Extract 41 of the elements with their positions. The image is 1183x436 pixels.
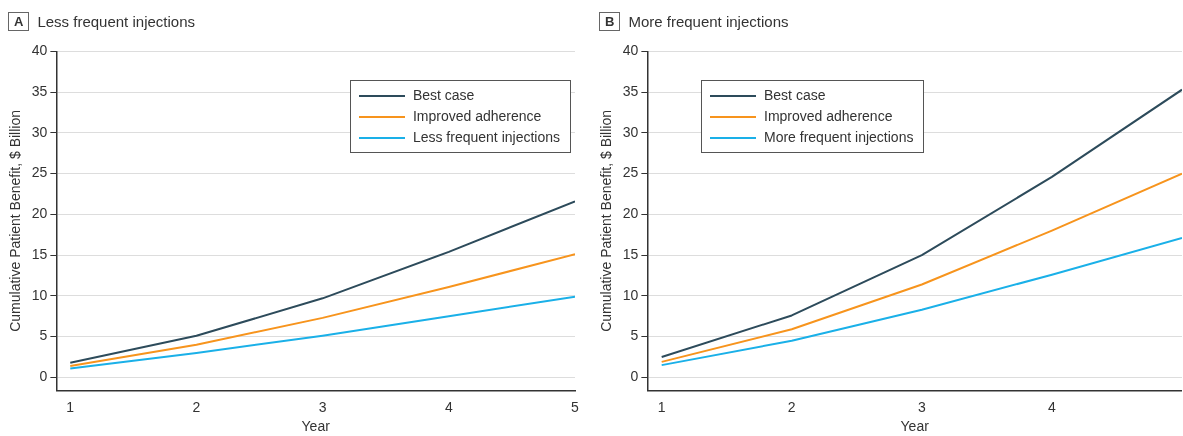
legend-label: Improved adherence	[412, 107, 542, 126]
legend-label: Best case	[764, 86, 826, 105]
y-tick-label: 40	[31, 42, 48, 59]
x-tick-label: 2	[787, 398, 796, 415]
y-tick-label: 35	[31, 83, 48, 99]
y-tick-label: 15	[31, 245, 48, 262]
y-tick-label: 25	[622, 164, 639, 181]
y-tick-label: 30	[31, 123, 48, 140]
chart-title: Less frequent injections	[37, 13, 195, 30]
y-tick-label: 20	[31, 205, 48, 222]
x-tick-label: 1	[66, 398, 75, 415]
y-tick-label: 35	[622, 83, 639, 99]
x-tick-label: 3	[917, 398, 926, 415]
x-tick-label: 5	[571, 398, 580, 415]
y-tick-label: 0	[630, 368, 639, 385]
y-tick-label: 25	[31, 164, 48, 181]
x-tick-label: 2	[192, 398, 201, 415]
y-tick-label: 30	[622, 123, 639, 140]
y-tick-label: 40	[622, 42, 639, 59]
x-axis-title: Year	[301, 418, 331, 435]
x-tick-label: 4	[444, 398, 453, 415]
chart-title: More frequent injections	[628, 13, 789, 30]
text: B	[599, 12, 621, 31]
legend-label: More frequent injections	[764, 128, 914, 147]
y-tick-label: 15	[622, 245, 639, 262]
text: A	[8, 12, 30, 31]
y-tick-label: 10	[31, 286, 48, 303]
y-tick-label: 0	[39, 368, 48, 385]
x-tick-label: 1	[657, 398, 666, 415]
x-axis-title: Year	[900, 418, 930, 435]
legend-label: Best case	[412, 86, 475, 105]
y-tick-label: 5	[630, 327, 639, 344]
x-tick-label: 4	[1048, 398, 1057, 415]
legend-label: Less frequent injections	[412, 128, 560, 147]
x-tick-label: 3	[318, 398, 327, 415]
y-axis-title: Cumulative Patient Benefit, $ Billion	[598, 110, 615, 332]
y-tick-label: 20	[622, 205, 639, 222]
y-axis-title: Cumulative Patient Benefit, $ Billion	[7, 110, 24, 332]
y-tick-label: 10	[622, 286, 639, 303]
y-tick-label: 5	[39, 327, 48, 344]
legend-label: Improved adherence	[764, 107, 893, 126]
